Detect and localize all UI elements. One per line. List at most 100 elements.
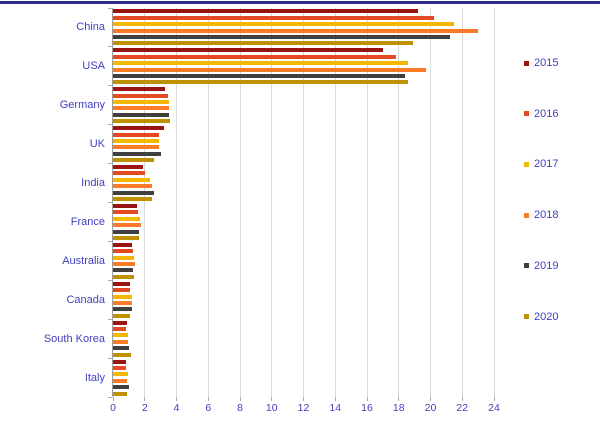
- y-tick-mark: [108, 124, 112, 126]
- category-label-usa: USA: [82, 60, 105, 73]
- plot-area: [112, 8, 495, 397]
- x-tick-mark: [271, 397, 273, 401]
- bar-china-2018: [113, 28, 479, 33]
- bar-usa-2019: [113, 73, 406, 78]
- bar-india-2017: [113, 177, 150, 182]
- bar-australia-2016: [113, 249, 133, 254]
- legend-entry-2020: 2020: [524, 310, 558, 324]
- bar-canada-2016: [113, 288, 131, 293]
- gridline-x-18: [398, 8, 400, 397]
- bar-france-2020: [113, 235, 140, 240]
- bar-france-2018: [113, 223, 141, 228]
- gridline-x-14: [334, 8, 336, 397]
- bar-china-2019: [113, 35, 450, 40]
- x-tick-mark: [207, 397, 209, 401]
- category-label-italy: Italy: [84, 371, 105, 384]
- bar-canada-2020: [113, 313, 131, 318]
- legend-marker-2016: [524, 111, 529, 117]
- bar-south-korea-2016: [113, 327, 127, 332]
- gridline-x-4: [176, 8, 177, 397]
- legend-entry-2016: 2016: [524, 107, 558, 121]
- bar-uk-2020: [113, 158, 155, 163]
- x-tick-label-8: 8: [237, 402, 243, 414]
- bar-south-korea-2020: [113, 352, 132, 357]
- bar-uk-2017: [113, 138, 160, 143]
- bar-uk-2019: [113, 151, 161, 156]
- bar-usa-2017: [113, 61, 409, 66]
- legend-marker-2015: [524, 60, 529, 66]
- y-tick-mark: [108, 357, 112, 359]
- category-label-uk: UK: [89, 138, 105, 151]
- bar-italy-2016: [113, 365, 126, 370]
- x-tick-label-18: 18: [392, 402, 405, 414]
- x-tick-label-4: 4: [173, 402, 180, 414]
- bar-usa-2016: [113, 54, 396, 59]
- bar-france-2016: [113, 210, 139, 215]
- x-tick-mark: [112, 397, 114, 401]
- legend-label-2015: 2015: [534, 57, 559, 69]
- y-tick-mark: [108, 163, 112, 165]
- x-tick-mark: [430, 397, 431, 401]
- bar-china-2016: [113, 15, 434, 20]
- legend-entry-2015: 2015: [524, 56, 558, 70]
- x-tick-mark: [461, 397, 463, 401]
- gridline-x-20: [430, 8, 431, 397]
- bar-canada-2019: [113, 307, 133, 312]
- bar-south-korea-2015: [113, 320, 128, 325]
- x-tick-label-2: 2: [141, 402, 148, 414]
- legend-marker-2020: [524, 314, 529, 319]
- bar-india-2016: [113, 171, 145, 176]
- bar-china-2015: [113, 9, 418, 14]
- bar-canada-2018: [113, 300, 133, 305]
- legend-label-2018: 2018: [534, 209, 559, 222]
- bar-south-korea-2017: [113, 333, 129, 338]
- legend-entry-2017: 2017: [524, 157, 558, 171]
- bar-italy-2018: [113, 378, 128, 383]
- legend-marker-2018: [524, 212, 529, 218]
- category-label-south-korea: South Korea: [43, 332, 105, 345]
- bar-south-korea-2019: [113, 346, 129, 351]
- x-tick-label-0: 0: [110, 402, 116, 414]
- bar-germany-2019: [113, 112, 169, 117]
- gridline-x-2: [144, 8, 146, 397]
- bar-france-2015: [113, 203, 137, 208]
- bar-india-2020: [113, 197, 152, 202]
- legend-marker-2019: [524, 263, 529, 269]
- y-tick-mark: [108, 396, 112, 398]
- bar-china-2020: [113, 41, 414, 46]
- category-label-france: France: [70, 215, 105, 228]
- gridline-x-6: [207, 8, 209, 397]
- bar-germany-2017: [113, 100, 170, 105]
- gridline-x-16: [366, 8, 368, 397]
- x-tick-label-14: 14: [329, 402, 342, 414]
- bar-germany-2018: [113, 106, 170, 111]
- category-label-australia: Australia: [62, 254, 105, 267]
- bar-france-2019: [113, 229, 140, 234]
- x-tick-mark: [493, 397, 495, 401]
- y-tick-mark: [108, 279, 112, 281]
- x-tick-label-22: 22: [456, 402, 469, 414]
- bar-south-korea-2018: [113, 339, 129, 344]
- y-tick-mark: [108, 202, 112, 203]
- x-tick-mark: [303, 397, 304, 401]
- bar-india-2019: [113, 190, 155, 195]
- bar-canada-2017: [113, 294, 133, 299]
- x-tick-mark: [398, 397, 400, 401]
- bar-usa-2020: [113, 80, 409, 85]
- bar-italy-2015: [113, 359, 127, 364]
- x-tick-label-6: 6: [205, 402, 212, 414]
- y-tick-mark: [108, 318, 112, 320]
- category-label-germany: Germany: [59, 99, 105, 112]
- category-label-canada: Canada: [66, 293, 105, 306]
- x-tick-label-16: 16: [361, 402, 373, 414]
- gridline-x-24: [493, 8, 495, 397]
- bar-italy-2020: [113, 391, 128, 396]
- legend-entry-2019: 2019: [524, 259, 558, 273]
- bar-india-2018: [113, 184, 152, 189]
- gridline-x-22: [461, 8, 463, 397]
- bar-australia-2018: [113, 262, 136, 267]
- legend-label-2016: 2016: [534, 107, 559, 120]
- bar-uk-2015: [113, 126, 164, 131]
- y-tick-mark: [108, 7, 112, 9]
